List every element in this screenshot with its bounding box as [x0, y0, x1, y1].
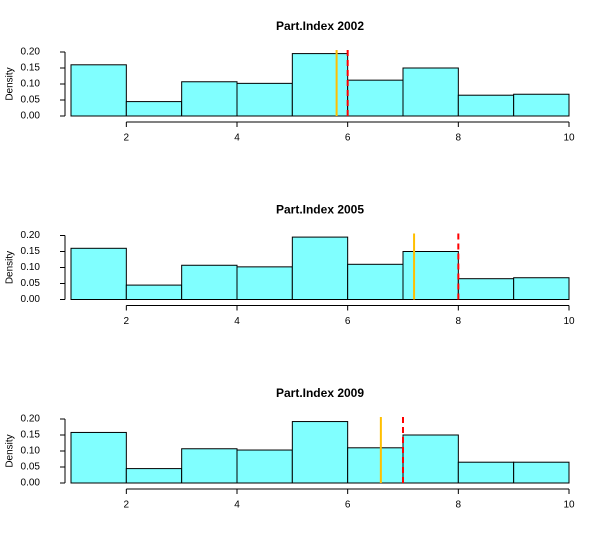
- y-tick-label: 0.10: [21, 446, 41, 457]
- x-tick-label: 4: [234, 500, 240, 511]
- bar: [402, 434, 459, 484]
- x-tick-label: 10: [563, 316, 575, 327]
- bar: [181, 448, 238, 484]
- x-tick-label: 6: [345, 316, 351, 327]
- bar: [291, 236, 349, 301]
- bar: [125, 468, 183, 484]
- bar: [457, 94, 515, 117]
- x-tick-label: 4: [234, 133, 240, 144]
- bar: [181, 81, 238, 117]
- bar: [347, 447, 404, 484]
- bar: [236, 266, 293, 300]
- chart-title: Part.Index 2002: [276, 19, 364, 33]
- bar: [513, 93, 570, 117]
- x-tick-label: 8: [456, 316, 462, 327]
- y-tick-label: 0.05: [21, 95, 41, 106]
- y-tick-label: 0.10: [21, 79, 41, 90]
- y-tick-label: 0.15: [21, 246, 41, 257]
- bar: [291, 421, 349, 484]
- y-axis-label: Density: [5, 251, 16, 284]
- bar: [181, 264, 238, 301]
- bar: [457, 278, 515, 301]
- bar: [70, 431, 127, 484]
- x-tick-label: 2: [124, 316, 130, 327]
- x-tick-label: 10: [563, 133, 575, 144]
- y-tick-label: 0.05: [21, 278, 41, 289]
- bar: [513, 277, 570, 300]
- bar: [70, 247, 127, 301]
- bar: [70, 64, 127, 117]
- x-tick-label: 8: [456, 500, 462, 511]
- x-tick-label: 8: [456, 133, 462, 144]
- bar: [236, 449, 293, 484]
- bar: [402, 67, 459, 117]
- y-tick-label: 0.20: [21, 414, 41, 425]
- x-tick-label: 2: [124, 133, 130, 144]
- chart-title: Part.Index 2005: [276, 203, 364, 217]
- bar: [457, 461, 515, 484]
- y-tick-label: 0.20: [21, 230, 41, 241]
- y-tick-label: 0.00: [21, 294, 41, 305]
- x-tick-label: 10: [563, 500, 575, 511]
- bar: [402, 251, 459, 300]
- y-tick-label: 0.00: [21, 111, 41, 122]
- chart-title: Part.Index 2009: [276, 386, 364, 400]
- x-tick-label: 2: [124, 500, 130, 511]
- bar: [125, 101, 183, 117]
- y-tick-label: 0.15: [21, 430, 41, 441]
- y-axis-label: Density: [5, 434, 16, 467]
- x-tick-label: 6: [345, 133, 351, 144]
- bar: [347, 79, 404, 117]
- x-tick-label: 6: [345, 500, 351, 511]
- y-tick-label: 0.00: [21, 478, 41, 489]
- bar: [513, 461, 570, 484]
- y-tick-label: 0.20: [21, 47, 41, 58]
- y-axis-label: Density: [5, 67, 16, 100]
- y-tick-label: 0.05: [21, 462, 41, 473]
- bar: [347, 263, 404, 300]
- y-tick-label: 0.15: [21, 63, 41, 74]
- bar: [125, 284, 183, 301]
- x-tick-label: 4: [234, 316, 240, 327]
- bar: [291, 53, 349, 117]
- y-tick-label: 0.10: [21, 262, 41, 273]
- bar: [236, 82, 293, 117]
